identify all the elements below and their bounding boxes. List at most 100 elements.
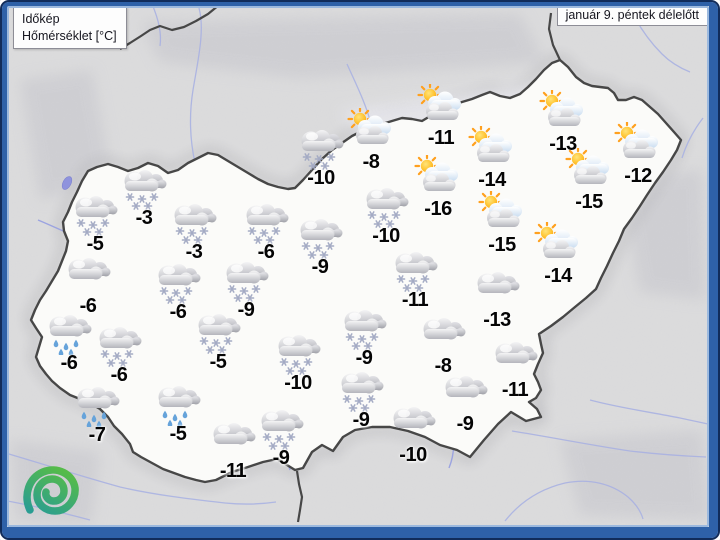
cloud-icon (209, 417, 257, 463)
weather-station: -6 (91, 321, 147, 387)
map-subtitle: Hőmérséklet [°C] (22, 28, 117, 43)
weather-station: -5 (150, 380, 206, 446)
weather-station: -11 (387, 246, 443, 312)
temperature-label: -6 (169, 301, 187, 323)
weather-station: -15 (474, 191, 530, 257)
weather-station: -9 (336, 304, 392, 370)
snow-cloud-icon (337, 366, 385, 412)
rain-cloud-icon (45, 309, 93, 355)
weather-station: -6 (41, 309, 97, 375)
snow-cloud-icon (296, 213, 344, 259)
weather-station: -3 (116, 164, 172, 230)
sun-cloud-icon (468, 126, 516, 172)
weather-station: -14 (464, 126, 520, 192)
idokep-spiral-logo (23, 466, 79, 515)
temperature-label: -9 (272, 447, 290, 469)
temperature-label: -12 (624, 165, 652, 187)
snow-cloud-icon (95, 321, 143, 367)
temperature-label: -14 (478, 169, 506, 191)
date-label: január 9. péntek délelőtt (556, 5, 708, 26)
sun-cloud-icon (417, 84, 465, 130)
weather-station: -16 (410, 155, 466, 221)
map-title-box: Időkép Hőmérséklet [°C] (13, 7, 127, 49)
sun-cloud-icon (347, 108, 395, 154)
temperature-label: -5 (209, 351, 227, 373)
weather-station: -10 (358, 182, 414, 248)
temperature-label: -11 (219, 460, 247, 482)
snow-cloud-icon (297, 124, 345, 170)
weather-station: -8 (415, 312, 471, 378)
neighbor-borders (119, 4, 561, 523)
cloud-icon (441, 370, 489, 416)
weather-station: -5 (190, 308, 246, 374)
rain-cloud-icon (73, 381, 121, 427)
weather-station: -6 (238, 198, 294, 264)
sun-cloud-icon (539, 90, 587, 136)
weather-station: -7 (69, 381, 125, 447)
weather-station: -13 (469, 266, 525, 332)
weather-station: -14 (530, 222, 586, 288)
temperature-label: -8 (362, 151, 380, 173)
temperature-label: -14 (544, 265, 572, 287)
weather-station: -9 (437, 370, 493, 436)
temperature-label: -6 (60, 352, 78, 374)
weather-station: -12 (610, 122, 666, 188)
temperature-label: -10 (284, 372, 312, 394)
snow-cloud-icon (222, 256, 270, 302)
temperature-label: -11 (501, 379, 529, 401)
temperature-label: -10 (399, 444, 427, 466)
sun-cloud-icon (565, 148, 613, 194)
weather-station: -9 (333, 366, 389, 432)
temperature-label: -5 (86, 233, 104, 255)
weather-station: -10 (293, 124, 349, 190)
temperature-label: -8 (434, 355, 452, 377)
temperature-label: -9 (311, 256, 329, 278)
snow-cloud-icon (362, 182, 410, 228)
weather-station: -11 (205, 417, 261, 483)
temperature-label: -6 (257, 241, 275, 263)
temperature-label: -9 (237, 299, 255, 321)
weather-station: -9 (218, 256, 274, 322)
temperature-label: -13 (483, 309, 511, 331)
temperature-label: -9 (456, 413, 474, 435)
temperature-label: -13 (549, 133, 577, 155)
cloud-icon (389, 401, 437, 447)
temperature-label: -6 (79, 295, 97, 317)
weather-station: -8 (343, 108, 399, 174)
snow-cloud-icon (154, 258, 202, 304)
temperature-label: -9 (352, 409, 370, 431)
weather-station: -5 (67, 190, 123, 256)
temperature-label: -10 (372, 225, 400, 247)
lake-ferto (61, 176, 73, 190)
weather-station: -3 (166, 198, 222, 264)
weather-station: -15 (561, 148, 617, 214)
cloud-icon (419, 312, 467, 358)
sun-cloud-icon (414, 155, 462, 201)
map-title: Időkép (22, 12, 60, 26)
temperature-label: -9 (355, 347, 373, 369)
temperature-label: -3 (185, 241, 203, 263)
weather-station: -6 (60, 252, 116, 318)
weather-station: -10 (270, 329, 326, 395)
sun-cloud-icon (478, 191, 526, 237)
temperature-label: -16 (424, 198, 452, 220)
weather-station: -11 (487, 336, 543, 402)
rain-cloud-icon (154, 380, 202, 426)
temperature-label: -7 (88, 424, 106, 446)
weather-station: -6 (150, 258, 206, 324)
temperature-label: -6 (110, 364, 128, 386)
weather-station: -9 (292, 213, 348, 279)
weather-station: -10 (385, 401, 441, 467)
weather-station: -11 (413, 84, 469, 150)
snow-cloud-icon (120, 164, 168, 210)
temperature-label: -10 (307, 167, 335, 189)
snow-cloud-icon (391, 246, 439, 292)
snow-cloud-icon (274, 329, 322, 375)
cloud-icon (64, 252, 112, 298)
sun-cloud-icon (534, 222, 582, 268)
weather-station: -13 (535, 90, 591, 156)
snow-cloud-icon (242, 198, 290, 244)
